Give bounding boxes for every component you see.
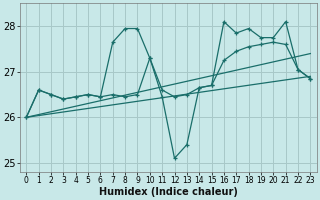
X-axis label: Humidex (Indice chaleur): Humidex (Indice chaleur) [99, 187, 238, 197]
